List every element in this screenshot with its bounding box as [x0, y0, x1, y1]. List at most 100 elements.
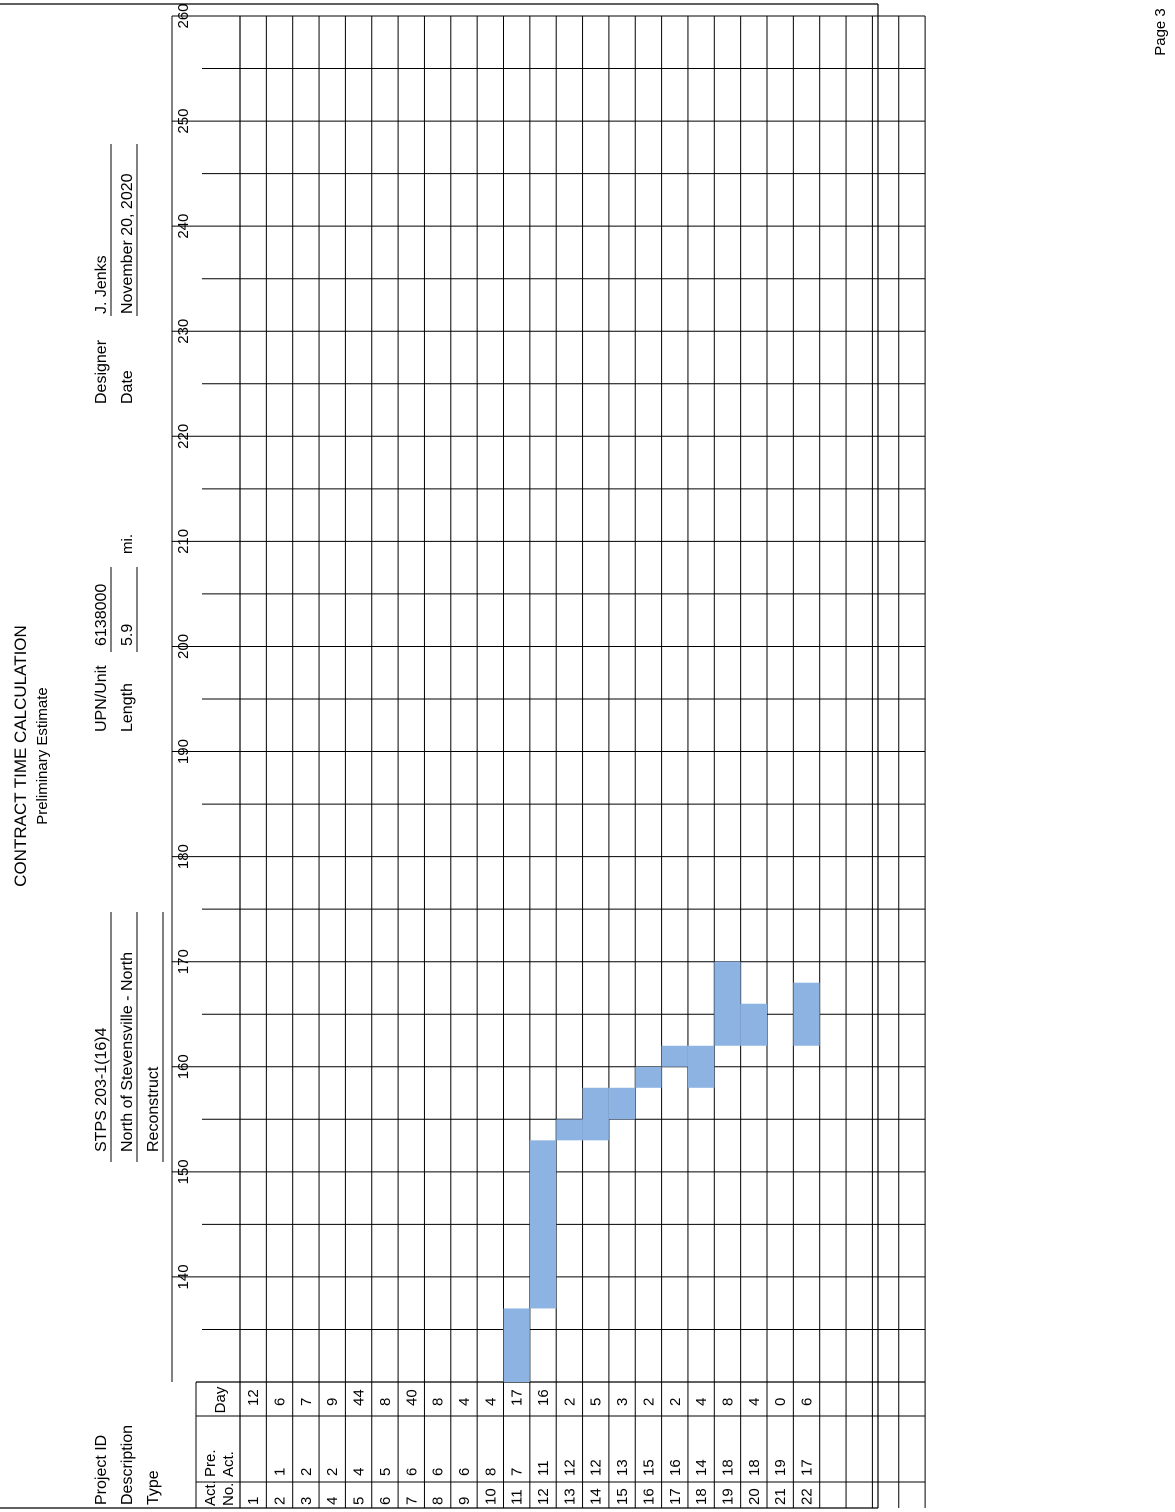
activity-number: 20 — [746, 1488, 763, 1505]
predecessor-activity: 16 — [667, 1459, 684, 1476]
activity-number: 15 — [614, 1488, 631, 1505]
activity-days: 2 — [667, 1398, 684, 1406]
axis-tick-label: 140 — [175, 1264, 192, 1289]
activity-days: 0 — [772, 1398, 789, 1406]
project-id-label: Project ID — [93, 1435, 110, 1505]
activity-days: 4 — [456, 1398, 473, 1406]
gantt-bar-activity-18 — [687, 1045, 715, 1088]
activity-number: 19 — [719, 1488, 736, 1505]
date-label: Date — [119, 370, 136, 404]
gantt-bar-activity-11 — [503, 1308, 530, 1382]
predecessor-activity: 4 — [351, 1468, 368, 1476]
predecessor-activity: 7 — [509, 1468, 526, 1476]
header-act-no-bottom: No. — [220, 1483, 237, 1506]
header-pre-act-bottom: Act. — [220, 1451, 237, 1477]
activity-number: 13 — [561, 1488, 578, 1505]
predecessor-activity: 13 — [614, 1459, 631, 1476]
activity-days: 8 — [377, 1398, 394, 1406]
activity-number: 3 — [298, 1497, 315, 1505]
upn-label: UPN/Unit — [93, 665, 110, 732]
predecessor-activity: 6 — [456, 1468, 473, 1476]
activity-number: 1 — [245, 1497, 262, 1505]
activity-table: 1122163274295444658764086896410841171712… — [245, 1389, 815, 1505]
project-id-value: STPS 203-1(16)4 — [93, 1027, 110, 1152]
activity-days: 3 — [614, 1398, 631, 1406]
gantt-bar-activity-20 — [740, 1003, 768, 1046]
activity-number: 10 — [482, 1488, 499, 1505]
predecessor-activity: 6 — [430, 1468, 447, 1476]
activity-days: 7 — [298, 1398, 315, 1406]
length-value: 5.9 — [119, 624, 136, 646]
predecessor-activity: 5 — [377, 1468, 394, 1476]
gantt-bar-activity-15 — [608, 1087, 636, 1120]
axis-tick-label: 230 — [175, 319, 192, 344]
activity-number: 7 — [403, 1497, 420, 1505]
activity-number: 2 — [272, 1497, 289, 1505]
axis-tick-label: 220 — [175, 424, 192, 449]
predecessor-activity: 8 — [482, 1468, 499, 1476]
predecessor-activity: 2 — [298, 1468, 315, 1476]
activity-number: 5 — [351, 1497, 368, 1505]
activity-number: 18 — [693, 1488, 710, 1505]
predecessor-activity: 19 — [772, 1459, 789, 1476]
description-value: North of Stevensville - North — [119, 952, 136, 1152]
day-axis-ticks: 140 150 160 170 180 190 200 210 220 230 240 250 260 — [175, 3, 192, 1289]
axis-tick-label: 170 — [175, 949, 192, 974]
axis-tick-label: 210 — [175, 529, 192, 554]
page-title: CONTRACT TIME CALCULATION — [11, 625, 30, 887]
header-pre-act-top: Pre. — [202, 1449, 219, 1477]
type-label: Type — [145, 1470, 162, 1505]
gantt-bars — [503, 961, 820, 1382]
activity-days: 16 — [535, 1389, 552, 1406]
activity-number: 8 — [430, 1497, 447, 1505]
page-subtitle: Preliminary Estimate — [34, 687, 51, 825]
header-act-no-top: Act. — [202, 1480, 219, 1506]
activity-number: 4 — [324, 1497, 341, 1505]
activity-days: 4 — [693, 1398, 710, 1406]
activity-days: 5 — [588, 1398, 605, 1406]
activity-days: 44 — [351, 1389, 368, 1406]
designer-value: J. Jenks — [93, 255, 110, 314]
type-value: Reconstruct — [145, 1066, 162, 1152]
gantt-bar-activity-22 — [793, 982, 820, 1046]
activity-days: 40 — [403, 1389, 420, 1406]
axis-tick-label: 200 — [175, 634, 192, 659]
predecessor-activity: 6 — [403, 1468, 420, 1476]
activity-number: 16 — [640, 1488, 657, 1505]
predecessor-activity: 18 — [719, 1459, 736, 1476]
page-number: Page 3 — [1152, 8, 1169, 56]
gantt-bar-activity-14 — [582, 1087, 609, 1141]
activity-number: 9 — [456, 1497, 473, 1505]
schedule-grid — [171, 15, 926, 1508]
description-label: Description — [119, 1425, 136, 1505]
predecessor-activity: 12 — [588, 1459, 605, 1476]
activity-days: 6 — [272, 1398, 289, 1406]
activity-days: 6 — [799, 1398, 816, 1406]
axis-tick-label: 160 — [175, 1054, 192, 1079]
axis-tick-label: 150 — [175, 1159, 192, 1184]
upn-value: 6138000 — [93, 584, 110, 646]
activity-days: 2 — [640, 1398, 657, 1406]
activity-days: 4 — [482, 1398, 499, 1406]
predecessor-activity: 18 — [746, 1459, 763, 1476]
length-unit: mi. — [119, 534, 136, 554]
length-label: Length — [119, 683, 136, 732]
axis-tick-label: 260 — [175, 3, 192, 28]
date-value: November 20, 2020 — [119, 173, 136, 314]
predecessor-activity: 1 — [272, 1468, 289, 1476]
designer-label: Designer — [93, 339, 110, 404]
activity-number: 22 — [799, 1488, 816, 1505]
activity-days: 8 — [430, 1398, 447, 1406]
predecessor-activity: 14 — [693, 1459, 710, 1476]
predecessor-activity: 2 — [324, 1468, 341, 1476]
activity-days: 12 — [245, 1389, 262, 1406]
axis-tick-label: 240 — [175, 214, 192, 239]
activity-days: 17 — [509, 1389, 526, 1406]
activity-number: 11 — [509, 1489, 526, 1505]
activity-number: 12 — [535, 1488, 552, 1505]
header-day: Day — [212, 1386, 229, 1413]
gantt-bar-activity-13 — [556, 1119, 583, 1141]
predecessor-activity: 11 — [535, 1460, 552, 1476]
axis-tick-label: 190 — [175, 739, 192, 764]
